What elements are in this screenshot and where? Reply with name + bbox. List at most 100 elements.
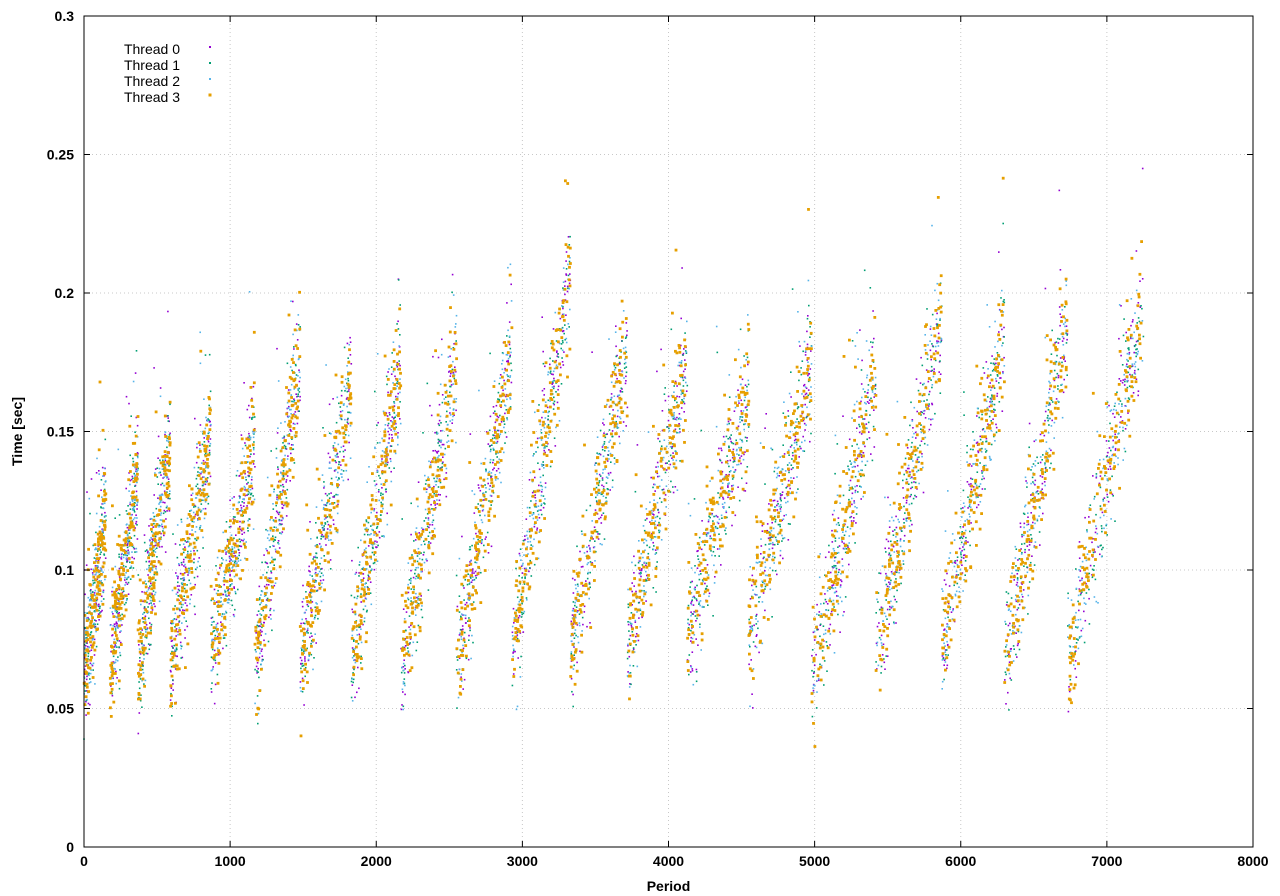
data-point [360, 601, 362, 603]
data-point [113, 662, 116, 664]
data-point [248, 437, 251, 439]
data-point [440, 439, 443, 442]
data-point [273, 491, 275, 493]
data-point [427, 511, 431, 514]
data-point [100, 573, 103, 576]
data-point [489, 352, 491, 355]
data-point [384, 451, 388, 454]
data-point [178, 627, 181, 629]
data-point [447, 434, 449, 437]
data-point [113, 651, 117, 655]
data-point [127, 529, 130, 531]
data-point [148, 538, 151, 541]
data-point [92, 591, 94, 593]
data-point [323, 485, 326, 488]
data-point [263, 554, 265, 556]
data-point [252, 447, 255, 449]
data-point [97, 540, 100, 544]
data-point [267, 566, 269, 568]
data-point [164, 458, 166, 460]
data-point [171, 589, 174, 592]
data-point [463, 678, 466, 681]
data-point [272, 558, 275, 561]
data-point [241, 501, 244, 503]
data-point [209, 584, 213, 588]
data-point [196, 443, 198, 445]
data-point [194, 417, 196, 420]
data-point [287, 399, 291, 403]
data-point [384, 424, 387, 426]
data-point [296, 339, 299, 341]
data-point [241, 520, 245, 524]
data-point [95, 531, 97, 534]
data-point [209, 420, 211, 423]
data-point [188, 484, 191, 488]
data-point [226, 601, 229, 604]
data-point [543, 449, 545, 452]
data-point [453, 343, 455, 345]
data-point [337, 456, 339, 458]
data-point [468, 639, 470, 641]
data-point [447, 445, 450, 448]
data-point [184, 637, 186, 639]
data-point [137, 469, 139, 471]
data-point [396, 362, 400, 366]
data-point [420, 552, 422, 554]
data-point [218, 651, 222, 655]
data-point [252, 412, 255, 416]
data-point [371, 541, 375, 545]
data-point [240, 461, 244, 465]
data-point [341, 459, 345, 462]
data-point [121, 552, 123, 555]
data-point [451, 412, 455, 415]
data-point [186, 595, 190, 599]
data-point [237, 560, 240, 562]
data-point [500, 406, 502, 408]
data-point [369, 539, 372, 543]
data-point [294, 431, 298, 434]
data-point [102, 589, 105, 592]
data-point [158, 600, 161, 603]
data-point [174, 626, 176, 628]
data-point [129, 542, 132, 545]
data-point [391, 437, 393, 439]
data-point [345, 469, 348, 472]
data-point [485, 470, 487, 473]
data-point [130, 503, 134, 507]
data-point [497, 398, 499, 400]
data-point [257, 632, 260, 636]
data-point [467, 624, 471, 628]
data-point [492, 461, 494, 464]
data-point [381, 470, 384, 474]
data-point [238, 475, 240, 477]
data-point [213, 620, 215, 623]
data-point [141, 651, 145, 655]
data-point [187, 545, 190, 548]
data-point [233, 496, 235, 498]
data-point [421, 605, 423, 607]
data-point [452, 383, 454, 385]
data-point [175, 572, 177, 574]
data-point [290, 300, 292, 302]
data-point [95, 553, 99, 557]
data-point [117, 597, 121, 601]
data-point [160, 495, 162, 497]
data-point [541, 389, 544, 392]
data-point [131, 500, 134, 503]
data-point [97, 587, 101, 591]
data-point [475, 558, 479, 561]
data-point [317, 573, 319, 575]
data-point [409, 582, 412, 584]
data-point [86, 638, 90, 641]
data-point [282, 442, 284, 444]
data-point [358, 572, 360, 574]
data-point [470, 574, 473, 577]
data-point [352, 665, 356, 669]
data-point [276, 494, 278, 496]
data-point [89, 621, 93, 625]
data-point [210, 632, 213, 636]
data-point [436, 452, 439, 454]
data-point [371, 528, 373, 531]
data-point [290, 383, 293, 386]
data-point [268, 493, 272, 497]
